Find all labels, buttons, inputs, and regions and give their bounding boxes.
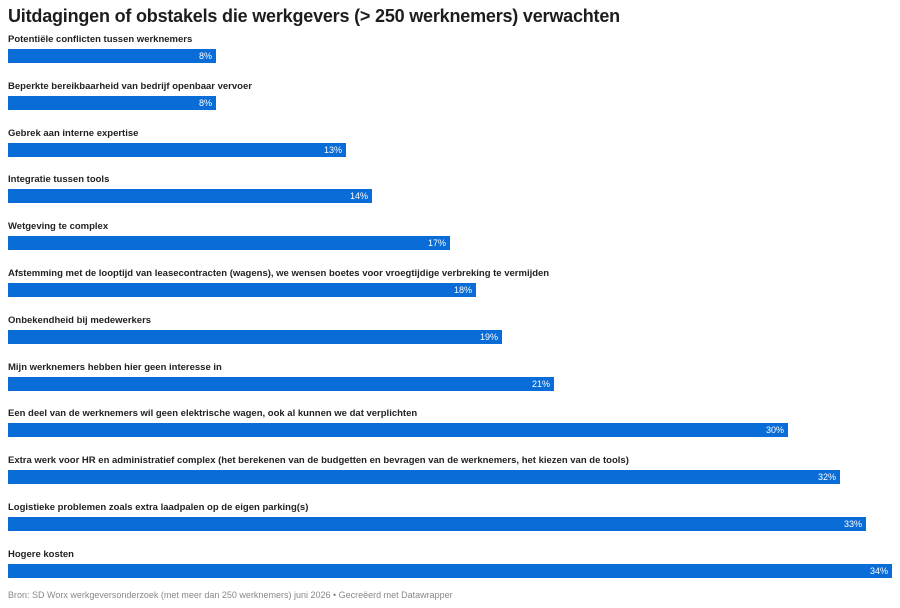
bar: 33% (8, 517, 866, 531)
category-label: Logistieke problemen zoals extra laadpal… (8, 502, 309, 513)
bar: 17% (8, 236, 450, 251)
bar: 13% (8, 142, 346, 157)
bar-row: Hogere kosten 34% (8, 549, 892, 589)
value-label: 34% (869, 565, 888, 576)
value-label: 32% (817, 472, 836, 483)
value-label: 33% (843, 519, 862, 529)
category-label: Gebrek aan interne expertise (8, 127, 139, 139)
bar: 14% (8, 189, 372, 204)
category-label: Beperkte bereikbaarheid van bedrijf open… (8, 80, 252, 92)
value-label: 18% (453, 285, 472, 295)
value-label: 8% (198, 97, 212, 108)
bar: 34% (8, 563, 892, 578)
bar: 30% (8, 423, 788, 438)
bar-row: Afstemming met de looptijd van leasecont… (8, 268, 892, 308)
bar-row: Beperkte bereikbaarheid van bedrijf open… (8, 81, 892, 121)
category-label: Mijn werknemers hebben hier geen interes… (8, 361, 222, 373)
bar-row: Logistieke problemen zoals extra laadpal… (8, 502, 892, 542)
bar: 8% (8, 95, 216, 110)
value-label: 14% (349, 191, 368, 202)
bar-row: Potentiële conflicten tussen werknemers 8… (8, 34, 892, 74)
bar: 18% (8, 283, 476, 297)
source-footer: Bron: SD Worx werkgeversonderzoek (met m… (8, 590, 453, 600)
value-label: 17% (427, 238, 446, 249)
bar-row: Gebrek aan interne expertise 13% (8, 128, 892, 168)
bar-row: Een deel van de werknemers wil geen elek… (8, 408, 892, 448)
category-label: Potentiële conflicten tussen werknemers (8, 34, 193, 45)
value-label: 30% (765, 425, 784, 436)
bar-row: Integratie tussen tools 14% (8, 174, 892, 214)
value-label: 8% (198, 51, 212, 61)
bar-row: Wetgeving te complex 17% (8, 221, 892, 261)
bar: 21% (8, 376, 554, 391)
category-label: Onbekendheid bij medewerkers (8, 314, 152, 326)
value-label: 19% (479, 331, 498, 342)
category-label: Hogere kosten (8, 548, 74, 560)
bar-row: Mijn werknemers hebben hier geen interes… (8, 362, 892, 402)
value-label: 13% (323, 144, 342, 155)
category-label: Wetgeving te complex (8, 221, 109, 233)
bar-chart: Potentiële conflicten tussen werknemers 8… (8, 34, 892, 578)
bar: 19% (8, 329, 502, 344)
category-label: Extra werk voor HR en administratief com… (8, 455, 629, 467)
chart-title: Uitdagingen of obstakels die werkgevers … (8, 6, 620, 26)
category-label: Integratie tussen tools (8, 174, 110, 186)
bar-row: Onbekendheid bij medewerkers 19% (8, 315, 892, 355)
value-label: 21% (531, 378, 550, 389)
bar-row: Extra werk voor HR en administratief com… (8, 455, 892, 495)
category-label: Afstemming met de looptijd van leasecont… (8, 268, 550, 279)
category-label: Een deel van de werknemers wil geen elek… (8, 408, 418, 420)
bar: 32% (8, 470, 840, 485)
bar: 8% (8, 49, 216, 63)
